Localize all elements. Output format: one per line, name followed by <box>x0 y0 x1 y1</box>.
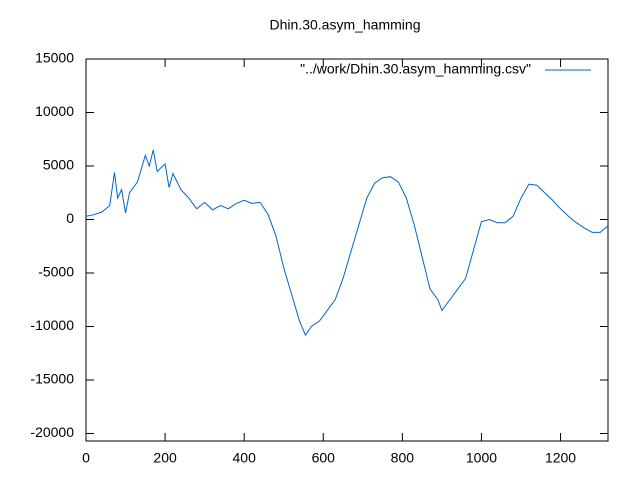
y-tick-label: 15000 <box>35 50 74 66</box>
x-tick-label: 800 <box>391 450 415 466</box>
x-tick-label: 0 <box>82 450 90 466</box>
y-tick-label: 5000 <box>43 157 74 173</box>
x-tick-label: 1000 <box>466 450 497 466</box>
y-tick-label: -10000 <box>30 317 74 333</box>
x-tick-label: 400 <box>233 450 257 466</box>
y-tick-label: -5000 <box>38 264 74 280</box>
y-tick-label: -20000 <box>30 424 74 440</box>
y-tick-label: -15000 <box>30 371 74 387</box>
y-tick-label: 0 <box>66 210 74 226</box>
plot-border <box>85 58 609 442</box>
y-tick-label: 10000 <box>35 103 74 119</box>
x-tick-label: 1200 <box>545 450 576 466</box>
legend-label: "../work/Dhin.30.asym_hamming.csv" <box>300 61 531 77</box>
chart-title: Dhin.30.asym_hamming <box>270 17 421 33</box>
x-tick-label: 200 <box>153 450 177 466</box>
x-tick-label: 600 <box>312 450 336 466</box>
data-line <box>85 149 609 337</box>
